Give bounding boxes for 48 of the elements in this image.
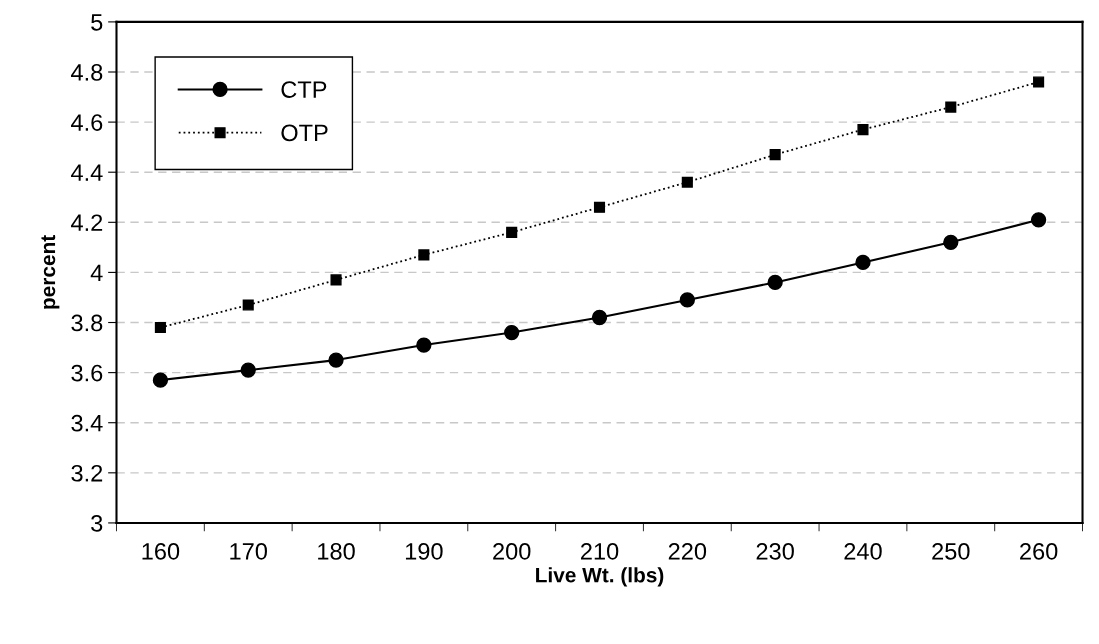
point	[504, 324, 520, 341]
x-tick-label: 210	[581, 543, 619, 560]
point	[330, 274, 342, 286]
point	[152, 372, 169, 388]
point	[681, 176, 693, 188]
x-tick-label: 240	[844, 543, 882, 560]
x-tick-label: 190	[405, 543, 443, 560]
point	[767, 274, 783, 291]
x-tick-label: 230	[756, 543, 794, 560]
point	[1033, 76, 1045, 88]
y-tick-label: 3.6	[71, 364, 103, 382]
point	[857, 124, 869, 136]
point	[679, 292, 695, 308]
point	[240, 362, 256, 378]
point	[1030, 212, 1047, 228]
point	[506, 226, 518, 238]
y-tick-label: 3.8	[71, 314, 103, 332]
point	[855, 254, 871, 271]
y-tick-label: 4.2	[71, 214, 103, 231]
x-tick-label: 160	[142, 543, 180, 560]
x-tick-label: 260	[1020, 543, 1058, 560]
x-tick-label: 220	[668, 543, 707, 560]
x-tick-label: 250	[932, 543, 970, 560]
point	[418, 249, 430, 261]
point	[242, 299, 254, 311]
y-axis-title: percent	[41, 235, 60, 309]
point	[945, 101, 957, 113]
x-tick-label: 180	[318, 543, 355, 560]
point	[591, 309, 608, 326]
point	[593, 201, 606, 213]
y-tick-label: 3.2	[71, 464, 103, 482]
point	[154, 321, 166, 334]
x-tick-label: 200	[493, 543, 531, 560]
y-tick-label: 4.8	[71, 64, 103, 81]
y-tick-label: 4.4	[71, 164, 103, 181]
point	[769, 149, 781, 161]
x-tick-label: 170	[230, 543, 267, 560]
y-tick-label: 4.6	[71, 114, 103, 131]
legend-label: CTP	[281, 81, 327, 98]
point	[943, 234, 959, 250]
point	[416, 337, 432, 353]
x-axis-title: Live Wt. (lbs)	[536, 567, 664, 587]
y-tick-label: 4	[90, 264, 103, 281]
legend-label: OTP	[281, 124, 328, 142]
point	[328, 352, 344, 368]
y-tick-label: 5	[91, 14, 103, 31]
y-tick-label: 3	[91, 515, 103, 532]
y-tick-label: 3.4	[71, 414, 103, 432]
